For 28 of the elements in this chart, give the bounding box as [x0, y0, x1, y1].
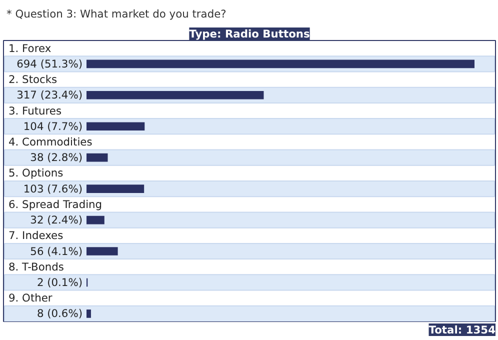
text: Total: 1354	[428, 324, 496, 336]
data-label: 56 (4.1%)	[30, 244, 83, 258]
bar	[86, 153, 108, 162]
bar	[86, 247, 118, 256]
y-tick-label: 7. Indexes	[8, 229, 64, 242]
bar	[86, 90, 264, 100]
y-tick-label: 8. T-Bonds	[8, 260, 64, 274]
chart-title: * Question 3: What market do you trade?	[6, 8, 226, 20]
y-tick-label: 3. Futures	[8, 104, 62, 118]
data-label: 103 (7.6%)	[23, 182, 83, 196]
annotation: Type: Radio Buttons	[189, 28, 310, 40]
bar	[86, 310, 91, 318]
data-label: 2 (0.1%)	[36, 276, 83, 289]
data-label: 32 (2.4%)	[30, 214, 83, 227]
data-label: 104 (7.7%)	[23, 120, 83, 133]
bar	[86, 216, 104, 224]
data-label: 38 (2.8%)	[30, 151, 83, 164]
data-label: 8 (0.6%)	[36, 307, 83, 320]
y-tick-label: 1. Forex	[8, 42, 52, 55]
y-tick-label: 9. Other	[8, 292, 53, 305]
y-tick-label: 2. Stocks	[8, 73, 58, 86]
data-label: 694 (51.3%)	[16, 57, 83, 70]
bar	[86, 122, 145, 131]
data-label: 317 (23.4%)	[16, 88, 83, 102]
y-tick-label: 6. Spread Trading	[8, 198, 102, 211]
bar	[86, 184, 144, 193]
y-tick-label: 5. Options	[8, 166, 64, 180]
y-tick-label: 4. Commodities	[8, 135, 93, 148]
